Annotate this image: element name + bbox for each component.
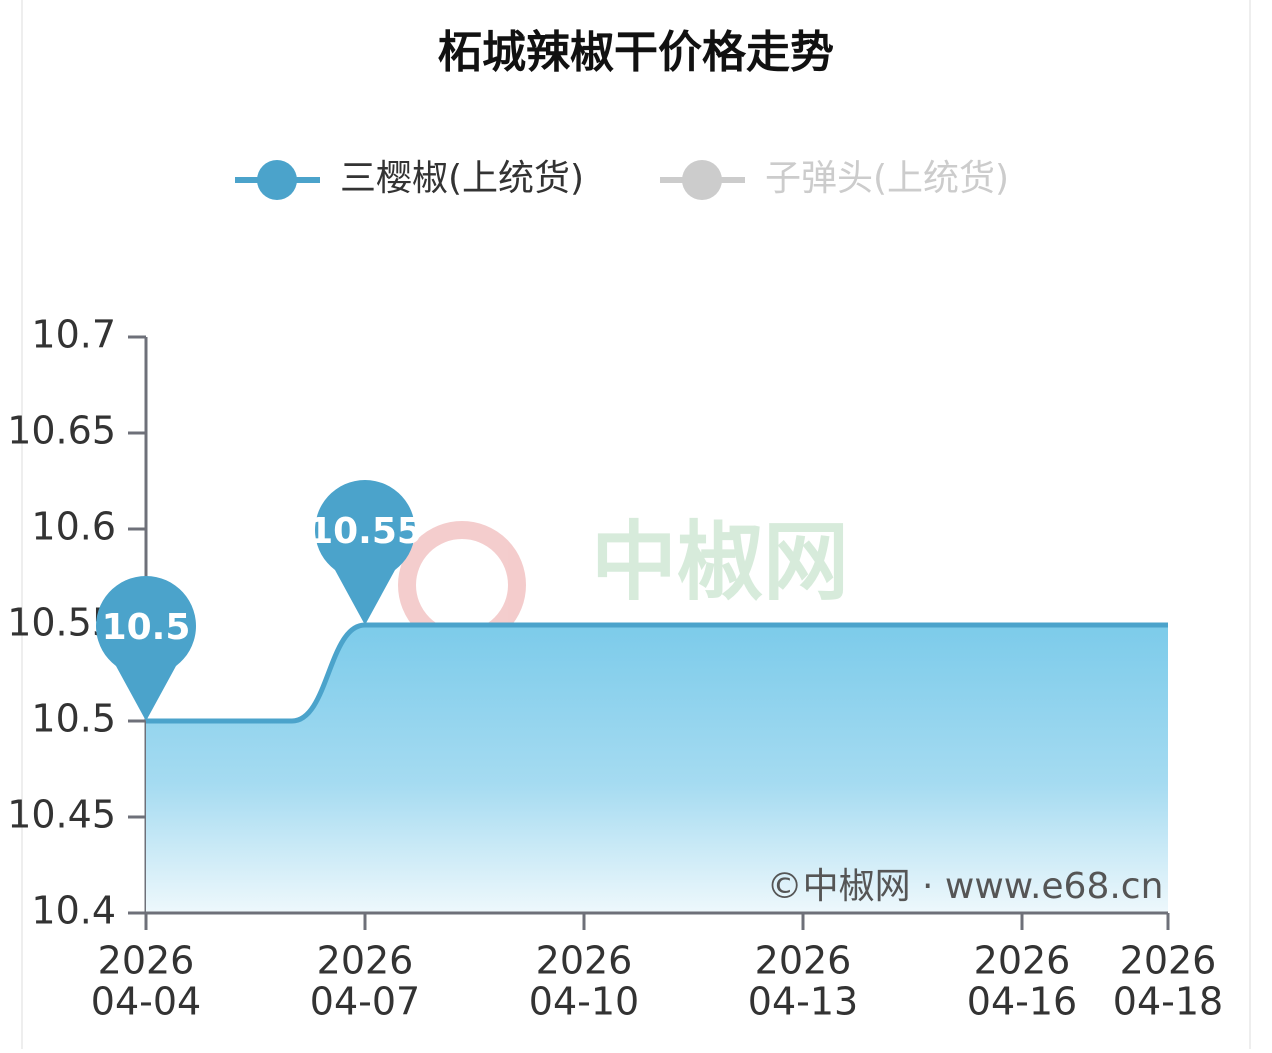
x-tick-label: 04-10 [529,980,639,1024]
x-tick-label: 04-16 [967,980,1077,1024]
x-tick-label: 2026 [1120,939,1217,983]
legend-marker [257,160,297,200]
x-tick-label: 2026 [98,939,195,983]
source-note: ©中椒网 · www.e68.cn [767,866,1164,907]
data-pin [96,575,196,721]
x-tick-label: 04-04 [91,980,201,1024]
y-tick-label: 10.7 [31,313,116,357]
area [146,625,1168,913]
legend-label[interactable]: 子弹头(上统货) [765,158,1009,199]
watermark-text: 中椒网 [591,512,849,612]
x-tick-label: 04-07 [310,980,420,1024]
x-tick-label: 2026 [536,939,633,983]
y-tick-label: 10.45 [7,793,116,837]
y-tick-label: 10.6 [31,505,116,549]
legend-label[interactable]: 三樱椒(上统货) [340,158,584,199]
data-label: 10.55 [308,511,422,552]
chart-title: 柘城辣椒干价格走势 [438,27,834,78]
y-tick-label: 10.5 [31,697,116,741]
legend-marker [682,160,722,200]
y-tick-label: 10.4 [31,889,116,933]
x-tick-label: 2026 [974,939,1071,983]
x-tick-label: 2026 [317,939,414,983]
x-tick-label: 04-13 [748,980,858,1024]
y-tick-label: 10.65 [7,409,116,453]
x-tick-label: 2026 [755,939,852,983]
line [146,622,1169,724]
x-tick-label: 04-18 [1113,980,1223,1024]
data-pin [315,479,416,625]
data-label: 10.5 [102,607,191,648]
